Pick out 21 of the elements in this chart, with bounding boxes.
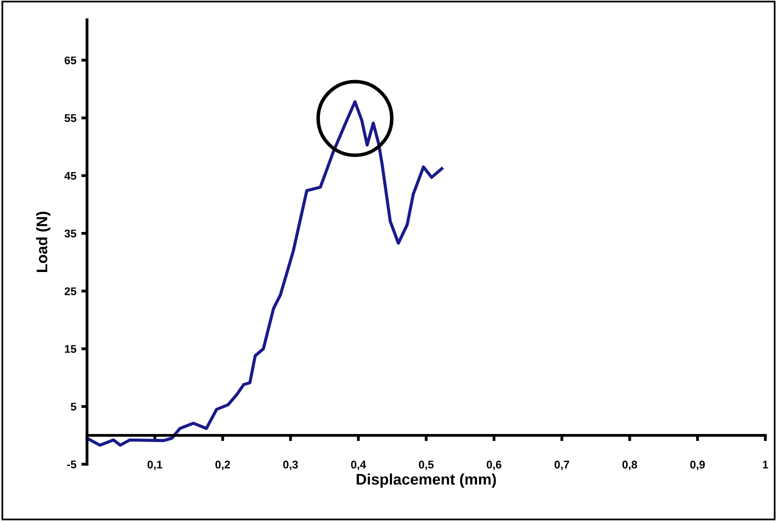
x-tick-label: 0,2 <box>215 460 230 470</box>
y-tick-label: 45 <box>64 172 76 180</box>
y-tick-label: -5 <box>67 460 76 468</box>
x-tick-label: 0,5 <box>418 460 434 470</box>
x-tick-label: 0,4 <box>351 460 366 470</box>
y-tick-label: 55 <box>64 114 76 122</box>
x-tick-label: 0,3 <box>283 460 298 470</box>
x-tick-label: 0,8 <box>622 460 638 470</box>
y-tick-label: 15 <box>64 345 76 353</box>
line-series <box>87 100 444 447</box>
x-tick-label: 0,6 <box>486 460 502 470</box>
x-axis-title: Displacement (mm) <box>356 473 496 488</box>
y-tick-label: 25 <box>64 287 76 296</box>
x-tick-label: 0,1 <box>148 460 162 470</box>
y-axis-title: Load (N) <box>36 212 50 272</box>
y-tick-label: 65 <box>64 56 76 64</box>
x-tick-label: 1 <box>762 460 768 468</box>
y-tick-label: 35 <box>64 230 76 238</box>
x-tick-label: 0,9 <box>690 460 705 470</box>
y-tick-label: 5 <box>70 402 76 411</box>
x-tick-label: 0,7 <box>554 460 570 470</box>
